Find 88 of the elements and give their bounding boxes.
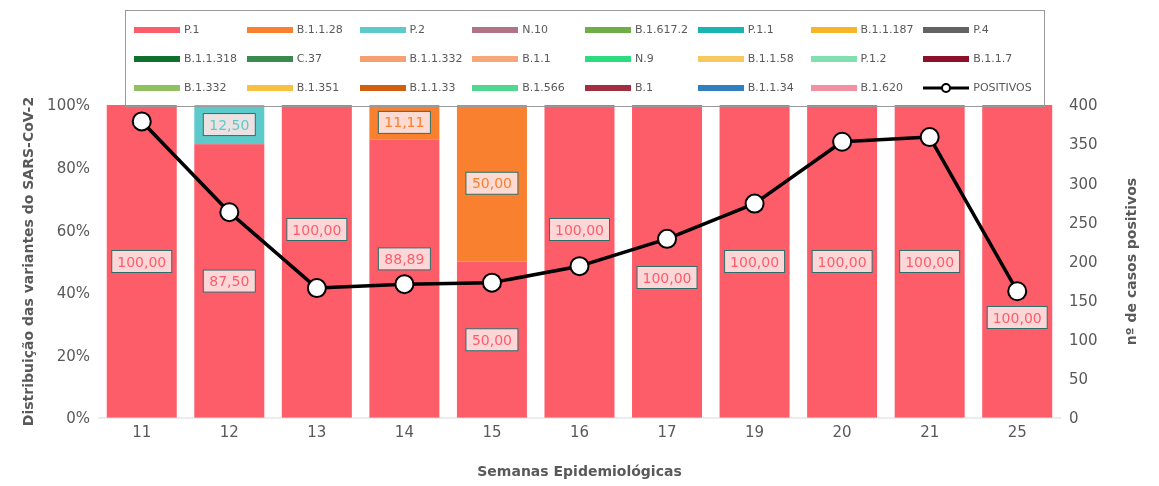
legend-label: B.1.1.187 — [860, 23, 914, 36]
legend-label: B.1.332 — [184, 81, 227, 94]
legend-label: B.1.1 — [522, 52, 551, 65]
x-tick-label: 11 — [132, 422, 152, 441]
x-tick-label: 19 — [745, 422, 765, 441]
x-tick-label: 16 — [569, 422, 590, 441]
bar — [982, 105, 1053, 418]
data-label: 100,00 — [554, 221, 604, 238]
legend-label: P.1.1 — [747, 23, 774, 36]
legend-label: N.9 — [635, 52, 654, 65]
legend-label: P.1 — [184, 23, 200, 36]
x-tick-label: 17 — [657, 422, 677, 441]
y2-tick-label: 250 — [1069, 213, 1098, 232]
x-tick-label: 15 — [482, 422, 502, 441]
legend-label: B.1.566 — [522, 81, 565, 94]
legend-label: B.1.1.33 — [409, 81, 456, 94]
bar — [106, 105, 177, 418]
y2-tick-label: 0 — [1069, 409, 1079, 428]
y2-tick-label: 100 — [1069, 331, 1098, 350]
legend-label: B.1.1.318 — [184, 52, 238, 65]
y-tick-label: 0% — [66, 409, 90, 428]
legend-label: P.1.2 — [860, 52, 887, 65]
point — [131, 111, 152, 132]
legend-label: B.1.1.28 — [296, 23, 343, 36]
data-label: 50,00 — [471, 175, 512, 192]
data-label: 100,00 — [117, 253, 167, 270]
bar — [719, 105, 790, 418]
data-label: 100,00 — [292, 221, 342, 238]
y2-tick-label: 200 — [1069, 252, 1098, 271]
y-tick-label: 60% — [56, 221, 90, 240]
legend-label: B.1 — [635, 81, 654, 94]
legend-label: B.1.620 — [860, 81, 904, 94]
point — [1007, 281, 1028, 302]
bar — [894, 105, 965, 418]
legend-label: POSITIVOS — [973, 81, 1032, 94]
data-label: 12,50 — [209, 116, 250, 133]
data-label: 88,89 — [384, 250, 425, 267]
point — [919, 127, 940, 148]
y2-tick-label: 350 — [1069, 135, 1098, 154]
bar — [281, 105, 352, 418]
y-tick-label: 20% — [56, 346, 90, 365]
y-tick-label: 40% — [56, 284, 90, 303]
point — [744, 193, 765, 214]
point — [657, 228, 678, 249]
legend-label: P.2 — [409, 23, 425, 36]
bar — [369, 139, 440, 418]
y-tick-label: 80% — [56, 158, 90, 177]
data-label: 11,11 — [384, 114, 425, 131]
x-tick-label: 25 — [1007, 422, 1027, 441]
data-label: 100,00 — [730, 253, 780, 270]
x-tick-label: 14 — [394, 422, 414, 441]
data-label: 100,00 — [992, 309, 1042, 326]
legend-label: B.1.1.34 — [747, 81, 794, 94]
x-tick-label: 20 — [832, 422, 852, 441]
bar — [194, 144, 265, 418]
point — [219, 202, 240, 223]
data-label: 100,00 — [905, 253, 955, 270]
bar — [807, 105, 878, 418]
point — [569, 256, 590, 277]
y2-axis-title: nº de casos positivos — [1122, 177, 1139, 346]
x-tick-label: 12 — [219, 422, 239, 441]
data-label: 87,50 — [209, 273, 250, 290]
data-label: 100,00 — [817, 253, 867, 270]
y2-tick-label: 400 — [1069, 96, 1098, 115]
legend-label: P.4 — [973, 23, 989, 36]
point — [832, 131, 853, 152]
y2-tick-label: 150 — [1069, 291, 1098, 310]
data-label: 50,00 — [471, 331, 512, 348]
y2-tick-label: 50 — [1069, 370, 1089, 389]
x-tick-label: 21 — [920, 422, 940, 441]
bar — [632, 105, 703, 418]
y2-tick-label: 300 — [1069, 174, 1098, 193]
x-axis-title: Semanas Epidemiológicas — [477, 463, 682, 479]
legend-label: B.1.351 — [296, 81, 340, 94]
legend-label: B.1.617.2 — [635, 23, 689, 36]
x-tick-label: 13 — [307, 422, 327, 441]
legend-label: N.10 — [522, 23, 548, 36]
point — [394, 274, 415, 295]
legend-label: B.1.1.332 — [409, 52, 463, 65]
y-tick-label: 100% — [47, 96, 90, 115]
bar — [544, 105, 615, 418]
data-label: 100,00 — [642, 269, 692, 286]
legend-label: B.1.1.58 — [747, 52, 794, 65]
point — [306, 278, 327, 299]
legend-label: B.1.1.7 — [973, 52, 1013, 65]
y-axis-title: Distribuição das variantes do SARS-CoV-2 — [19, 96, 36, 427]
legend-label: C.37 — [296, 52, 322, 65]
point — [481, 272, 502, 293]
